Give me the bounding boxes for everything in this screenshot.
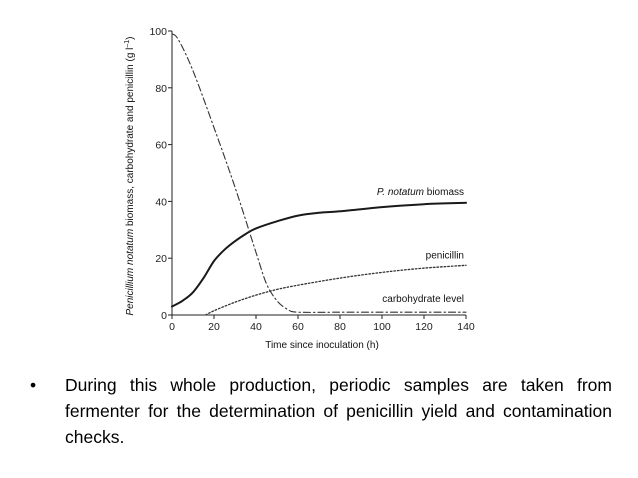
y-tick-label: 80	[155, 83, 167, 95]
series-line-penicillin	[204, 264, 467, 316]
y-axis-title-rest: biomass, carbohydrate and penicillin (g …	[125, 48, 136, 229]
x-tick-label: 100	[373, 321, 391, 333]
y-tick-label: 40	[155, 196, 167, 208]
x-tick-label: 120	[415, 321, 433, 333]
bullet-symbol: •	[30, 375, 37, 395]
series-lines	[171, 33, 467, 316]
y-tick-label: 0	[161, 310, 167, 322]
series-label-italic: P. notatum	[377, 187, 424, 198]
y-tick-label: 100	[149, 26, 167, 38]
series-label-carbohydrate-level: carbohydrate level	[382, 294, 464, 305]
series-labels: P. notatum biomass penicillin carbohydrate…	[377, 187, 464, 305]
x-tick-label: 60	[292, 321, 304, 333]
x-tick-label: 20	[208, 321, 220, 333]
series-line-p-notatum-biomass	[171, 201, 467, 308]
x-tick-label: 40	[250, 321, 262, 333]
x-axis-title: Time since inoculation (h)	[265, 340, 379, 351]
series-label-penicillin: penicillin	[426, 250, 464, 261]
chart: 0 20 40 60 80 100 120 140 0 20 40 60 80 100 P. notatu…	[124, 26, 475, 351]
y-axis-title-italic: Penicillium notatum	[125, 229, 136, 316]
ticks: 0 20 40 60 80 100 120 140 0 20 40 60 80 100	[149, 26, 474, 333]
y-axis-title: Penicillium notatum biomass, carbohydrat…	[124, 36, 136, 315]
y-tick-label: 20	[155, 253, 167, 265]
axes	[171, 31, 466, 316]
x-tick-label: 0	[169, 321, 175, 333]
x-tick-label: 80	[334, 321, 346, 333]
y-axis-title-sup: –1	[124, 40, 131, 48]
bullet-text: During this whole production, periodic s…	[65, 375, 612, 447]
series-label-rest: biomass	[424, 187, 464, 198]
x-tick-label: 140	[457, 321, 475, 333]
series-label-p-notatum-biomass: P. notatum biomass	[377, 187, 464, 198]
series-line-carbohydrate-level	[171, 33, 467, 313]
bullet-point: • During this whole production, periodic…	[30, 372, 612, 450]
y-axis-title-close: )	[125, 36, 136, 39]
y-tick-label: 60	[155, 140, 167, 152]
